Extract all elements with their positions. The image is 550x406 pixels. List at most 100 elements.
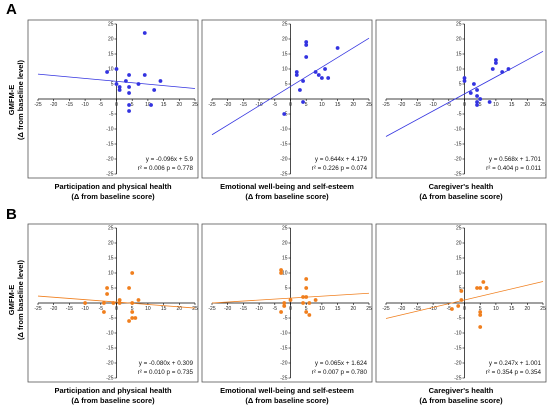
data-point xyxy=(304,55,309,59)
data-point xyxy=(450,307,454,311)
data-point xyxy=(127,109,131,113)
regression-stats: r² = 0.354 p = 0.354 xyxy=(486,369,542,376)
x-tick-label: 20 xyxy=(525,306,531,312)
data-point xyxy=(304,310,309,314)
y-tick-label: -10 xyxy=(106,127,113,133)
x-tick-label: 10 xyxy=(493,102,499,108)
data-point xyxy=(323,67,327,71)
x-tick-label: -20 xyxy=(398,306,405,312)
x-tick-label: 20 xyxy=(525,102,531,108)
x-tick-label: -10 xyxy=(255,102,262,108)
x-tick-label: -20 xyxy=(50,102,57,108)
row-b-ylabel: GMFM-E (Δ from baseline level) xyxy=(7,259,25,340)
x-tick-label: 15 xyxy=(161,306,167,312)
data-point xyxy=(114,67,119,71)
y-tick-label: 10 xyxy=(456,67,462,73)
data-point xyxy=(307,313,312,317)
regression-stats: r² = 0.404 p = 0.011 xyxy=(486,165,541,172)
y-tick-label: 20 xyxy=(456,241,462,247)
data-point xyxy=(304,277,309,281)
y-tick-label: -20 xyxy=(454,157,461,163)
regression-line xyxy=(37,73,196,89)
x-tick-label: -5 xyxy=(273,306,278,312)
y-tick-label: -15 xyxy=(106,142,113,148)
x-tick-label: 5 xyxy=(479,102,482,108)
y-tick-label: 10 xyxy=(282,67,288,73)
x-tick-label: -15 xyxy=(240,102,247,108)
y-tick-label: -15 xyxy=(454,142,461,148)
data-point xyxy=(459,289,464,293)
x-tick-label: 0 xyxy=(289,306,292,312)
data-point xyxy=(459,298,464,302)
data-point xyxy=(102,301,106,305)
y-tick-label: -20 xyxy=(106,361,113,367)
y-tick-label: 10 xyxy=(108,271,114,277)
x-tick-label: -5 xyxy=(447,102,452,108)
scatter-panel-5: -25 -20 -15 -10 -5 0 5 10 15 20 25252015105-5-10-1… xyxy=(201,223,373,405)
y-tick-label: -20 xyxy=(280,361,287,367)
x-tick-label: 0 xyxy=(289,102,292,108)
y-tick-label: -10 xyxy=(454,127,461,133)
data-point xyxy=(506,67,511,71)
regression-equation: y = 0.247x + 1.001 xyxy=(489,360,542,367)
y-tick-label: 15 xyxy=(108,52,114,58)
data-point xyxy=(152,88,157,92)
data-point xyxy=(307,301,312,305)
data-point xyxy=(282,301,287,305)
x-axis-subtitle: (Δ from baseline score) xyxy=(419,396,503,405)
y-tick-label: -15 xyxy=(106,346,113,352)
y-tick-label: 20 xyxy=(282,37,288,43)
x-tick-label: -20 xyxy=(224,102,231,108)
data-point xyxy=(304,295,309,299)
regression-line xyxy=(211,37,370,136)
x-tick-label: 20 xyxy=(177,102,183,108)
regression-equation: y = 0.644x + 4.179 xyxy=(315,156,368,163)
regression-line xyxy=(37,295,196,309)
x-tick-label: -20 xyxy=(398,102,405,108)
x-tick-label: 25 xyxy=(540,306,546,312)
regression-equation: y = -0.096x + 5.9 xyxy=(146,156,194,163)
data-point xyxy=(133,316,138,320)
x-tick-label: 25 xyxy=(366,102,372,108)
x-tick-label: 5 xyxy=(131,306,134,312)
y-tick-label: 15 xyxy=(282,52,288,58)
y-tick-label: 5 xyxy=(459,82,462,88)
data-point xyxy=(487,100,492,104)
data-point xyxy=(127,73,131,77)
y-tick-label: 25 xyxy=(282,22,288,28)
data-point xyxy=(320,76,324,80)
data-point xyxy=(114,82,119,86)
y-tick-label: -5 xyxy=(457,112,462,118)
x-tick-label: -10 xyxy=(429,306,436,312)
data-point xyxy=(142,73,147,77)
data-point xyxy=(500,70,505,74)
data-point xyxy=(142,31,147,35)
x-tick-label: -10 xyxy=(81,102,88,108)
y-tick-label: 5 xyxy=(285,82,288,88)
regression-equation: y = 0.568x + 1.701 xyxy=(489,156,542,163)
regression-stats: r² = 0.006 p = 0.778 xyxy=(138,165,194,172)
ylabel-line-1: GMFM-E xyxy=(7,285,16,315)
data-point xyxy=(456,304,461,308)
data-point xyxy=(158,79,163,83)
x-axis-title: Caregiver's health xyxy=(429,182,494,191)
x-axis-subtitle: (Δ from baseline score) xyxy=(245,192,329,201)
data-point xyxy=(282,304,287,308)
x-axis-title: Caregiver's health xyxy=(429,386,494,395)
data-point xyxy=(475,286,479,290)
y-tick-label: -15 xyxy=(454,346,461,352)
data-point xyxy=(111,301,116,305)
data-point xyxy=(127,91,131,95)
data-point xyxy=(478,310,483,314)
x-tick-label: -20 xyxy=(50,306,57,312)
regression-equation: y = -0.080x + 0.309 xyxy=(139,360,194,367)
data-point xyxy=(83,301,87,305)
x-tick-label: 10 xyxy=(145,102,151,108)
y-tick-label: 15 xyxy=(108,256,114,262)
x-tick-label: -5 xyxy=(273,102,278,108)
data-point xyxy=(481,280,486,284)
data-point xyxy=(494,61,498,65)
y-tick-label: -15 xyxy=(280,346,287,352)
x-tick-label: -10 xyxy=(255,306,262,312)
y-tick-label: 5 xyxy=(285,286,288,292)
